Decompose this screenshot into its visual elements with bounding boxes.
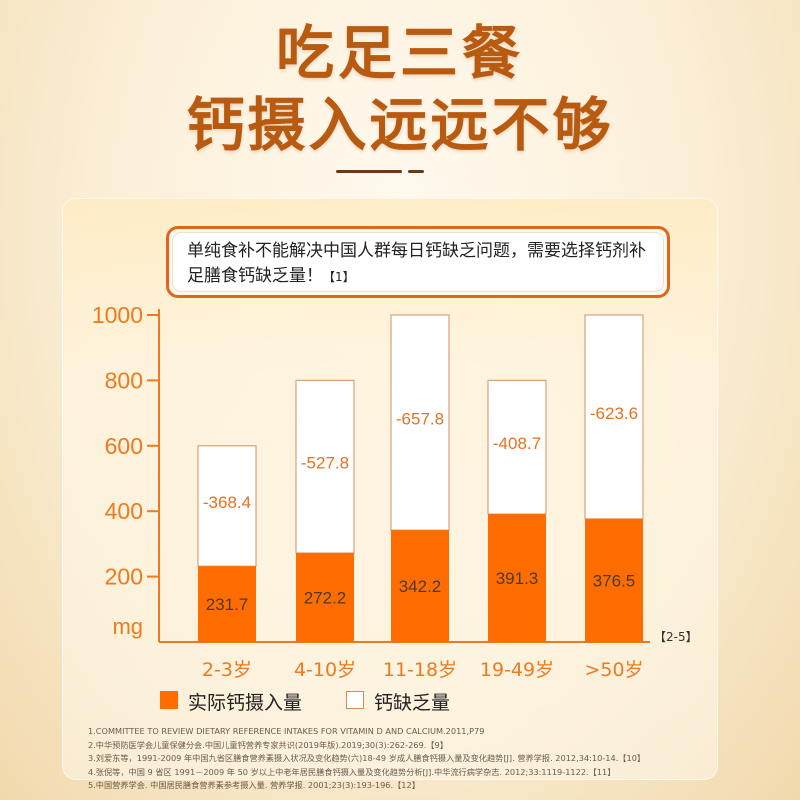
x-category-label: 11-18岁 <box>383 659 457 681</box>
data-label-deficiency: -623.6 <box>590 404 638 423</box>
data-label-deficiency: -408.7 <box>493 434 541 453</box>
bar-deficiency <box>487 379 547 515</box>
reference-item: 3.刘爱东等，1991-2009 年中国九省区膳食营养素摄入状况及变化趋势(六)… <box>88 753 646 764</box>
bar-actual-intake <box>585 518 643 642</box>
reference-item: 4.张倪等，中国 9 省区 1991－2009 年 50 岁以上中老年居民膳食钙… <box>88 766 616 777</box>
bar-actual-intake <box>391 530 449 642</box>
bar-deficiency <box>584 314 644 520</box>
data-label-deficiency: -657.8 <box>396 410 444 429</box>
data-label-actual-intake: 376.5 <box>593 571 636 590</box>
x-category-label: >50岁 <box>584 659 643 681</box>
bar-deficiency <box>197 445 257 567</box>
reference-item: 5.中国营养学会. 中国居民膳食营养素参考摄入量. 营养学报. 2001;23(… <box>88 780 420 791</box>
callout-reference: 【1】 <box>323 270 355 284</box>
y-tick-label: 400 <box>105 498 143 524</box>
y-tick-label: 600 <box>105 433 143 459</box>
callout-box: 单纯食补不能解决中国人群每日钙缺乏问题，需要选择钙剂补足膳食钙缺乏量！【1】 <box>166 226 670 298</box>
y-tick-label: 200 <box>105 564 143 590</box>
legend-label-deficiency: 钙缺乏量 <box>374 692 451 714</box>
data-label-deficiency: -527.8 <box>301 454 349 473</box>
data-label-actual-intake: 272.2 <box>304 588 347 607</box>
y-tick-label: 800 <box>105 367 143 393</box>
y-unit-label: mg <box>112 614 143 639</box>
bar-deficiency <box>295 379 355 554</box>
callout-text: 单纯食补不能解决中国人群每日钙缺乏问题，需要选择钙剂补足膳食钙缺乏量！【1】 <box>173 233 663 291</box>
title-divider-left <box>336 170 402 173</box>
bar-actual-intake <box>198 566 256 642</box>
callout-message: 单纯食补不能解决中国人群每日钙缺乏问题，需要选择钙剂补足膳食钙缺乏量！ <box>187 241 646 286</box>
data-label-actual-intake: 342.2 <box>399 577 442 596</box>
reference-item: 1.COMMITTEE TO REVIEW DIETARY REFERENCE … <box>88 726 485 736</box>
headline-line-1: 吃足三餐 <box>275 19 524 87</box>
references-list: 1.COMMITTEE TO REVIEW DIETARY REFERENCE … <box>88 725 708 793</box>
data-label-deficiency: -368.4 <box>203 493 251 512</box>
bar-actual-intake <box>488 514 546 642</box>
title-divider-right <box>408 170 424 173</box>
bar-actual-intake <box>296 552 354 642</box>
x-category-label: 2-3岁 <box>202 659 252 681</box>
x-category-label: 19-49岁 <box>480 659 554 681</box>
data-label-actual-intake: 231.7 <box>206 595 249 614</box>
reference-item: 2.中华预防医学会儿童保健分会.中国儿童钙营养专家共识(2019年版).2019… <box>88 739 448 750</box>
bar-deficiency <box>390 314 450 531</box>
headline-line-2: 钙摄入远远不够 <box>186 91 614 159</box>
legend-label-actual-intake: 实际钙摄入量 <box>188 692 303 714</box>
legend-swatch-deficiency <box>346 691 364 709</box>
legend-swatch-actual-intake <box>160 691 178 709</box>
x-category-label: 4-10岁 <box>294 659 356 681</box>
y-tick-label: 1000 <box>92 302 143 328</box>
x-axis-reference: 【2-5】 <box>654 630 698 644</box>
data-label-actual-intake: 391.3 <box>496 569 539 588</box>
